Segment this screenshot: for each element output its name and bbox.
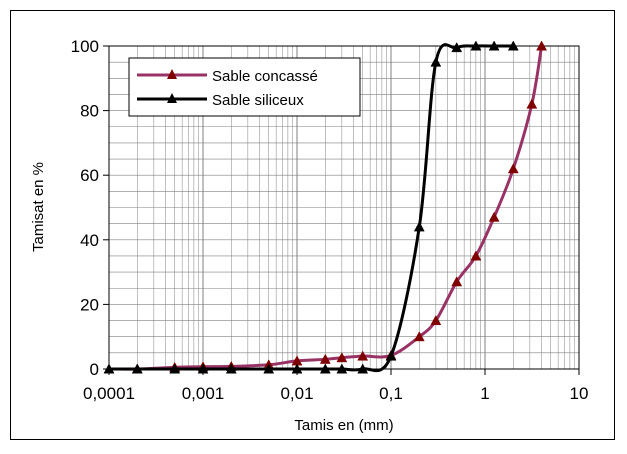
data-point xyxy=(526,98,538,109)
x-axis-ticks: 0,0001 0,001 0,01 0,1 1 10 xyxy=(83,369,588,403)
data-point xyxy=(413,331,425,342)
data-point xyxy=(488,40,500,51)
x-tick-label: 0,001 xyxy=(182,384,225,403)
data-point xyxy=(357,350,369,361)
y-axis-ticks: 0 20 40 60 80 100 xyxy=(71,37,109,379)
data-point xyxy=(536,40,548,51)
data-point xyxy=(507,40,519,51)
data-point xyxy=(131,363,143,374)
grid xyxy=(109,46,579,369)
y-axis-title: Tamisat en % xyxy=(30,162,47,252)
legend-label-sable-concasse: Sable concassé xyxy=(212,68,318,85)
legend: Sable concassé Sable siliceux xyxy=(128,57,361,117)
y-tick-label: 80 xyxy=(80,102,99,121)
data-point xyxy=(488,211,500,222)
series-sable-siliceux xyxy=(103,40,519,374)
data-point xyxy=(291,363,303,374)
data-point xyxy=(336,352,348,363)
data-point xyxy=(430,56,442,67)
data-point xyxy=(451,276,463,287)
data-point xyxy=(357,363,369,374)
data-point xyxy=(263,363,275,374)
data-point xyxy=(470,250,482,261)
legend-marker-sable-concasse xyxy=(167,69,177,79)
y-tick-label: 40 xyxy=(80,231,99,250)
x-tick-label: 1 xyxy=(480,384,489,403)
data-point xyxy=(169,363,181,374)
data-point xyxy=(103,363,115,374)
x-tick-label: 0,01 xyxy=(280,384,313,403)
x-tick-label: 10 xyxy=(570,384,589,403)
y-tick-label: 60 xyxy=(80,166,99,185)
data-point xyxy=(197,363,209,374)
legend-marker-sable-siliceux xyxy=(167,93,177,103)
data-point xyxy=(385,350,397,361)
data-point xyxy=(319,363,331,374)
data-point xyxy=(470,40,482,51)
data-point xyxy=(451,42,463,53)
y-tick-label: 20 xyxy=(80,295,99,314)
data-point xyxy=(430,315,442,326)
series-layer xyxy=(103,40,548,374)
legend-label-sable-siliceux: Sable siliceux xyxy=(212,92,304,109)
x-axis-title: Tamis en (mm) xyxy=(294,417,393,434)
chart-frame: 0 20 40 60 80 100 0,0001 0,001 0,01 0,1 1 10 Tamis… xyxy=(10,10,615,440)
legend-box xyxy=(128,57,361,117)
data-point xyxy=(507,163,519,174)
x-tick-label: 0,1 xyxy=(379,384,403,403)
sieve-curve-chart: 0 20 40 60 80 100 0,0001 0,001 0,01 0,1 1 10 Tamis… xyxy=(30,37,588,434)
y-tick-label: 100 xyxy=(71,37,99,56)
x-tick-label: 0,0001 xyxy=(83,384,135,403)
data-point xyxy=(225,363,237,374)
data-point xyxy=(413,221,425,232)
y-tick-label: 0 xyxy=(90,360,99,379)
data-point xyxy=(336,363,348,374)
